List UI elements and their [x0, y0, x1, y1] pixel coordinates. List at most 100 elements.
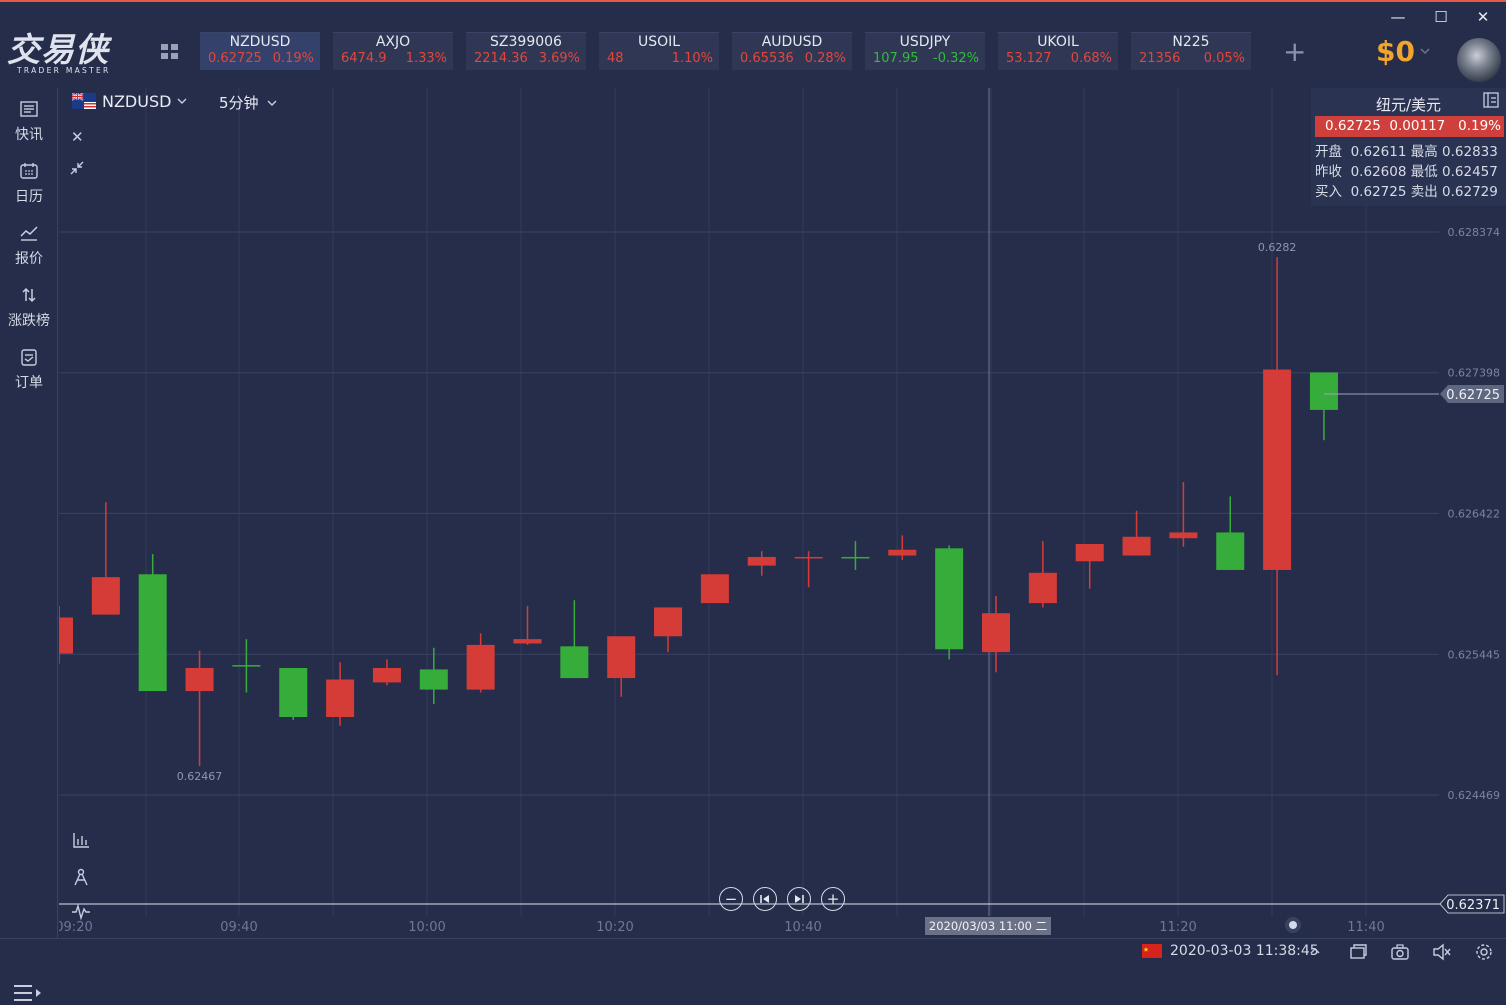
account-balance[interactable]: $0	[1376, 35, 1415, 68]
ticker-price: 2214.36	[474, 51, 528, 66]
candle-body	[372, 667, 401, 683]
ticker-tile-n225[interactable]: N225 21356 0.05%	[1131, 32, 1251, 70]
ticker-price: 0.62725	[208, 51, 262, 66]
add-ticker-icon[interactable]: +	[1283, 35, 1307, 68]
indicator-chart-icon[interactable]	[71, 830, 91, 850]
close-chart-icon[interactable]: ✕	[71, 128, 84, 146]
bid-value: 0.62725	[1350, 184, 1407, 200]
ticker-tile-usoil[interactable]: USOIL 48 1.10%	[599, 32, 719, 70]
clock-text: 2020-03-03 11:38:45	[1170, 943, 1319, 959]
quote-chart-icon	[20, 226, 38, 241]
x-tick-label: 10:40	[784, 920, 821, 935]
quote-title: 纽元/美元	[1375, 96, 1442, 114]
window-icon[interactable]	[1348, 942, 1368, 962]
grid-menu-icon[interactable]	[160, 43, 180, 61]
ticker-change: 3.69%	[538, 51, 580, 66]
candle-body	[982, 613, 1010, 653]
candle-body	[1122, 536, 1151, 556]
open-label: 开盘	[1315, 144, 1342, 160]
candle-body	[138, 574, 167, 692]
candlestick-chart[interactable]: 0.628374 0.627398 0.626422 0.625445 0.624469…	[59, 88, 1506, 938]
ticker-tile-usdjpy[interactable]: USDJPY 107.95 -0.32%	[865, 32, 985, 70]
ticker-tile-ukoil[interactable]: UKOIL 53.127 0.68%	[998, 32, 1118, 70]
camera-icon[interactable]	[1390, 942, 1410, 962]
close-window-icon[interactable]: ✕	[1476, 8, 1490, 26]
zoom-out-icon[interactable]: −	[719, 887, 743, 911]
sidebar-item-label: 快讯	[15, 127, 43, 143]
status-bar: 2020-03-03 11:38:45	[0, 938, 1506, 964]
open-value: 0.62611	[1350, 144, 1407, 160]
low-edge-label: 0.62371	[1446, 898, 1500, 913]
ticker-tile-axjo[interactable]: AXJO 6474.9 1.33%	[333, 32, 453, 70]
mute-icon[interactable]	[1432, 942, 1452, 962]
sidebar-item-quotes[interactable]: 报价	[0, 224, 58, 284]
avatar[interactable]	[1457, 38, 1501, 82]
x-tick-label: 09:40	[220, 920, 257, 935]
scroll-handle-dot[interactable]	[1289, 921, 1297, 929]
ticker-change: 0.05%	[1203, 51, 1245, 66]
low-edge-tag	[1439, 894, 1505, 914]
ticker-tile-audusd[interactable]: AUDUSD 0.65536 0.28%	[732, 32, 852, 70]
maximize-icon[interactable]: ☐	[1434, 8, 1448, 26]
chevron-down-icon	[177, 98, 187, 104]
ticker-name: NZDUSD	[229, 34, 291, 50]
minimize-icon[interactable]: —	[1390, 8, 1406, 26]
zoom-in-icon[interactable]: +	[821, 887, 845, 911]
chevron-up-icon[interactable]	[1310, 946, 1320, 956]
nz-flag-icon	[72, 93, 96, 109]
sidebar-item-label: 订单	[15, 375, 43, 391]
calendar-icon	[20, 163, 38, 179]
sidebar-item-orders[interactable]: 订单	[0, 348, 58, 408]
sidebar-item-movers[interactable]: 涨跌榜	[0, 286, 58, 346]
app-logo: 交易侠 TRADER MASTER	[7, 32, 137, 82]
ticker-price: 21356	[1139, 51, 1181, 66]
collapse-icon[interactable]	[69, 160, 85, 176]
x-tick-label: 11:20	[1159, 920, 1196, 935]
ticker-name: SZ399006	[490, 34, 562, 50]
sidebar-item-news[interactable]: 快讯	[0, 100, 58, 160]
panel-toggle-icon[interactable]	[1482, 91, 1500, 109]
ticker-price: 107.95	[873, 51, 919, 66]
sidebar-item-label: 报价	[15, 251, 43, 267]
sidebar-item-calendar[interactable]: 日历	[0, 162, 58, 222]
ticker-price: 53.127	[1006, 51, 1052, 66]
skip-forward-icon[interactable]	[787, 887, 811, 911]
ticker-price: 0.65536	[740, 51, 794, 66]
current-price-tag	[1440, 385, 1504, 404]
candle-body	[326, 679, 355, 718]
candle-body	[607, 636, 636, 679]
timeframe-label: 5分钟	[219, 94, 259, 112]
ask-label: 卖出	[1410, 184, 1438, 200]
settings-gear-icon[interactable]	[1474, 942, 1494, 962]
quote-price-box: 0.62725 0.00117 0.19%	[1315, 116, 1504, 137]
symbol-selector[interactable]: NZDUSD	[72, 90, 187, 112]
candle-body	[466, 644, 495, 690]
ticker-tile-nzdusd[interactable]: NZDUSD 0.62725 0.19%	[200, 32, 320, 70]
drawing-tool-icon[interactable]	[71, 867, 91, 887]
logo-text-en: TRADER MASTER	[17, 66, 111, 75]
logo-text-cn: 交易侠	[7, 30, 109, 69]
chart-canvas[interactable]: 0.628374 0.627398 0.626422 0.625445 0.624469…	[59, 88, 1506, 938]
candle-body	[700, 574, 729, 604]
candle-body	[654, 607, 683, 637]
candle-body	[1309, 372, 1338, 410]
quote-panel: 纽元/美元 0.62725 0.00117 0.19% 开盘 0.62611 最…	[1311, 88, 1506, 206]
ask-value: 0.62729	[1442, 184, 1498, 200]
cursor-time-label: 2020/03/03 11:00 二	[929, 919, 1047, 933]
candle-body	[59, 617, 73, 654]
quote-pct: 0.19%	[1458, 118, 1502, 134]
candle-body	[560, 646, 589, 679]
x-tick-label: 09:20	[59, 920, 93, 935]
skip-back-icon[interactable]	[753, 887, 777, 911]
cursor-time-box	[925, 917, 1051, 935]
ticker-tile-sz399006[interactable]: SZ399006 2214.36 3.69%	[466, 32, 586, 70]
candle-body	[888, 549, 917, 556]
waveform-icon[interactable]	[71, 902, 91, 922]
chevron-down-icon[interactable]	[1420, 46, 1430, 56]
sort-arrows-icon	[22, 287, 36, 303]
timeframe-selector[interactable]: 5分钟	[219, 92, 277, 113]
low-value: 0.62457	[1442, 164, 1498, 180]
prev-close-label: 昨收	[1315, 164, 1342, 180]
cn-flag-icon	[1142, 944, 1162, 958]
menu-expand-icon[interactable]	[12, 983, 46, 1005]
